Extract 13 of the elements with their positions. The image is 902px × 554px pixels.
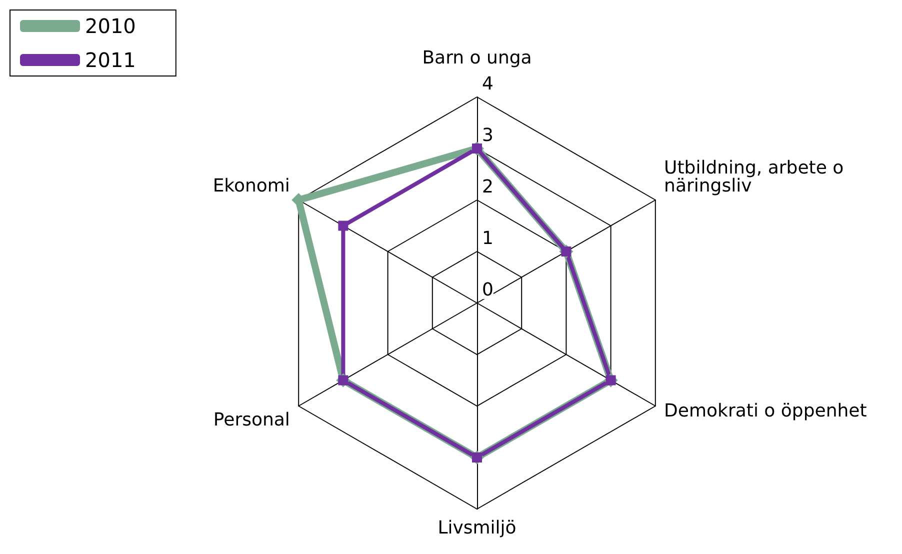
y-tick-label: 0 xyxy=(482,280,494,300)
spoke-label: Demokrati o öppenhet xyxy=(664,400,867,422)
spoke-label: Personal xyxy=(213,410,290,430)
y-tick-label: 1 xyxy=(482,228,494,249)
legend-label: 2011 xyxy=(85,48,136,72)
spoke-label: Barn o unga xyxy=(422,48,532,68)
y-tick-label: 3 xyxy=(482,125,494,146)
spoke-label: Livsmiljö xyxy=(438,518,516,538)
spoke-label: Ekonomi xyxy=(212,176,290,196)
spoke-label: Utbildning, arbete o näringsliv xyxy=(664,158,850,196)
y-tick-label: 2 xyxy=(482,176,494,198)
legend-label: 2010 xyxy=(85,14,136,38)
y-tick-label: 4 xyxy=(482,74,494,94)
